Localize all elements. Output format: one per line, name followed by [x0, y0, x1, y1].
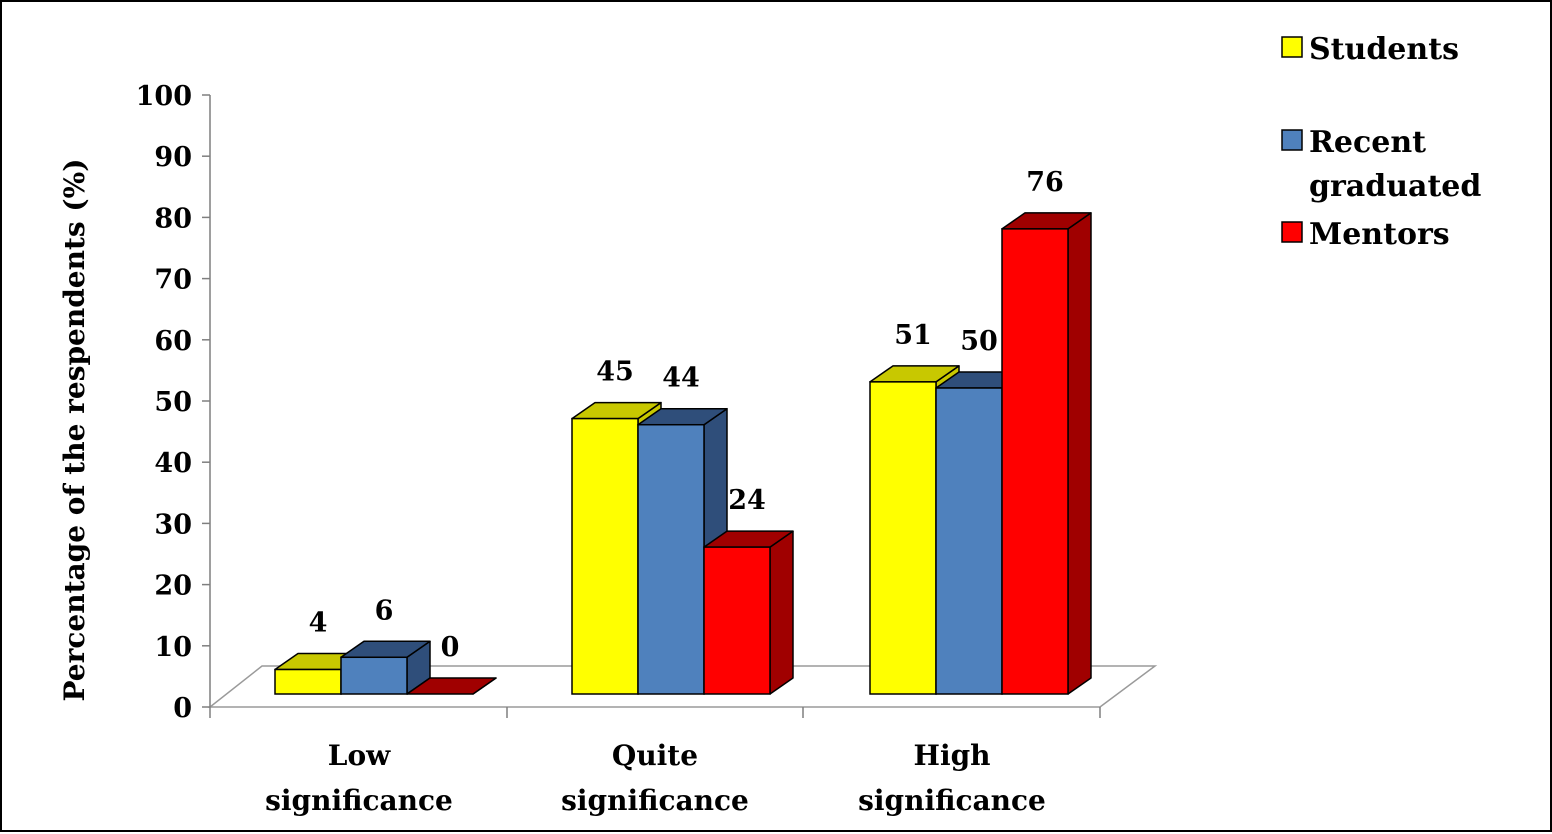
legend-swatch — [1281, 129, 1303, 151]
bar — [406, 677, 497, 695]
data-label: 51 — [894, 320, 932, 351]
bars — [274, 212, 1092, 695]
data-label: 45 — [596, 357, 634, 388]
y-tick-label: 60 — [154, 326, 192, 357]
legend-swatch — [1281, 36, 1303, 58]
data-label: 24 — [728, 485, 766, 516]
legend: Students Recent graduated Mentors — [1281, 32, 1481, 252]
y-tick-label: 50 — [154, 387, 192, 418]
data-label: 6 — [375, 595, 394, 626]
category-label: significance — [265, 784, 453, 817]
legend-swatch — [1281, 221, 1303, 243]
data-label: 50 — [960, 326, 998, 357]
y-tick-label: 20 — [154, 571, 192, 602]
bar — [1001, 212, 1092, 695]
y-tick-label: 40 — [154, 448, 192, 479]
y-axis-title: Percentage of the respendents (%) — [58, 158, 91, 701]
category-label: High — [913, 739, 990, 772]
data-label: 76 — [1026, 167, 1064, 198]
y-tick-label: 10 — [154, 632, 192, 663]
data-label: 0 — [441, 632, 460, 663]
y-tick-label: 30 — [154, 509, 192, 540]
x-axis: Low significance Quite significance High sign… — [209, 707, 1101, 817]
y-tick-label: 0 — [173, 693, 192, 724]
y-tick-label: 100 — [136, 81, 192, 112]
legend-label: Recent — [1309, 125, 1426, 160]
bar — [340, 640, 431, 695]
category-label: significance — [561, 784, 749, 817]
category-label: significance — [858, 784, 1046, 817]
data-label: 44 — [662, 363, 700, 394]
legend-label: Students — [1309, 32, 1459, 67]
legend-label: graduated — [1309, 169, 1481, 204]
category-label: Low — [328, 739, 391, 772]
y-tick-label: 70 — [154, 265, 192, 296]
y-tick-label: 80 — [154, 203, 192, 234]
y-axis: 0 10 20 30 40 50 60 70 80 90 100 — [136, 81, 211, 724]
legend-label: Mentors — [1309, 217, 1450, 252]
data-labels: 4 6 0 45 44 24 51 50 76 — [309, 167, 1064, 663]
y-tick-label: 90 — [154, 142, 192, 173]
data-label: 4 — [309, 608, 328, 639]
category-label: Quite — [612, 739, 698, 772]
bar — [703, 530, 794, 695]
